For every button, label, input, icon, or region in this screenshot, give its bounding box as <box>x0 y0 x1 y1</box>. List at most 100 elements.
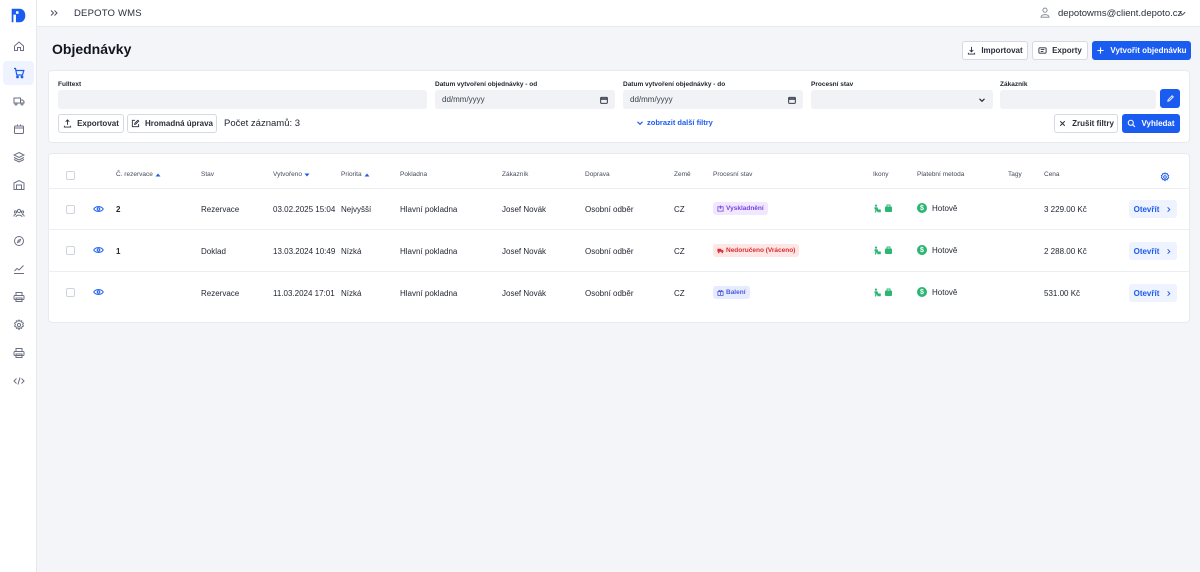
row-checkbox[interactable] <box>66 205 75 214</box>
calendar-icon[interactable] <box>788 96 796 104</box>
column-header-state-label: Stav <box>201 171 215 178</box>
person-carry-icon <box>874 246 881 255</box>
depoto-logo[interactable] <box>10 7 27 24</box>
gear-icon[interactable] <box>1160 172 1170 182</box>
bulk-edit-button-label: Hromadná úprava <box>144 119 214 128</box>
sidebar-item-print[interactable] <box>3 285 34 309</box>
payment-label: Hotově <box>932 203 958 213</box>
cell-price: 3 229.00 Kč <box>1044 205 1087 214</box>
eye-icon[interactable] <box>93 246 104 254</box>
column-header-reservation[interactable]: Č. rezervace <box>116 171 161 178</box>
cell-priority: Nejvyšší <box>341 205 372 214</box>
payment-label: Hotově <box>932 245 958 255</box>
cell-shipping: Osobní odběr <box>585 247 634 256</box>
layers-icon <box>12 151 25 163</box>
process-state-label: Vyskladnění <box>726 205 764 212</box>
sidebar-item-customers[interactable] <box>3 201 34 225</box>
row-icons <box>873 204 893 213</box>
process-state-label: Nedoručeno (Vráceno) <box>726 247 796 254</box>
process-state-label: Procesní stav <box>811 81 854 88</box>
sidebar-item-shipping[interactable] <box>3 89 34 113</box>
chevron-down-icon[interactable] <box>1178 9 1187 18</box>
orders-table <box>48 153 1190 323</box>
edit-customer-button[interactable] <box>1160 89 1180 108</box>
exports-button-label: Exporty <box>1052 46 1082 55</box>
cell-reservation: 2 <box>116 205 121 214</box>
chevron-right-icon <box>1167 248 1171 254</box>
chevron-right-icon <box>1167 206 1171 212</box>
sidebar-item-explore[interactable] <box>3 229 34 253</box>
process-state-badge: Vyskladnění <box>713 202 768 215</box>
cell-shipping: Osobní odběr <box>585 289 634 298</box>
bulk-edit-button[interactable]: Hromadná úprava <box>127 114 217 133</box>
printer-icon <box>13 348 24 358</box>
column-header-priority[interactable]: Priorita <box>341 171 370 178</box>
row-checkbox[interactable] <box>66 246 75 255</box>
more-filters-link[interactable]: zobrazit další filtry <box>636 118 713 127</box>
cell-customer: Josef Novák <box>502 205 547 214</box>
package-icon <box>885 204 892 212</box>
process-state-select[interactable] <box>811 90 993 109</box>
eye-icon[interactable] <box>93 205 104 213</box>
customer-input[interactable] <box>1000 90 1156 109</box>
cell-priority: Nízká <box>341 247 362 256</box>
cell-country: CZ <box>674 289 685 298</box>
cell-state: Doklad <box>201 247 226 256</box>
sidebar-item-stock[interactable] <box>3 145 34 169</box>
edit-square-icon <box>131 119 140 128</box>
open-order-button[interactable]: Otevřít <box>1129 200 1177 218</box>
create-order-button[interactable]: Vytvořit objednávku <box>1092 41 1191 60</box>
clear-filters-button[interactable]: Zrušit filtry <box>1054 114 1118 133</box>
exports-button[interactable]: Exporty <box>1032 41 1088 60</box>
open-order-button[interactable]: Otevřít <box>1129 284 1177 302</box>
eye-icon[interactable] <box>93 288 104 296</box>
sidebar-item-settings[interactable] <box>3 313 34 337</box>
open-order-label: Otevřít <box>1133 246 1160 256</box>
sidebar-item-home[interactable] <box>3 34 34 58</box>
column-header-tags-label: Tagy <box>1008 171 1022 178</box>
date-from-input[interactable]: dd/mm/yyyy <box>435 90 615 109</box>
payment-label: Hotově <box>932 287 958 297</box>
fulltext-input[interactable] <box>58 90 427 109</box>
import-button[interactable]: Importovat <box>962 41 1028 60</box>
cell-state: Rezervace <box>201 205 240 214</box>
process-state-label: Balení <box>726 289 746 296</box>
clear-filters-label: Zrušit filtry <box>1072 119 1114 128</box>
warehouse-icon <box>13 179 24 190</box>
printer-icon <box>13 292 24 302</box>
dollar-icon: $ <box>917 203 927 213</box>
user-email[interactable]: depotowms@client.depoto.cz <box>1058 8 1183 19</box>
cell-register: Hlavní pokladna <box>400 289 458 298</box>
cell-register: Hlavní pokladna <box>400 247 458 256</box>
date-to-label: Datum vytvoření objednávky - do <box>623 81 726 88</box>
compass-icon <box>13 236 24 246</box>
cell-customer: Josef Novák <box>502 247 547 256</box>
sidebar-item-developer[interactable] <box>3 369 34 393</box>
cell-reservation: 1 <box>116 247 121 256</box>
row-divider <box>48 271 1190 272</box>
export-button[interactable]: Exportovat <box>58 114 124 133</box>
column-header-created[interactable]: Vytvořeno <box>273 171 310 178</box>
topbar: DEPOTO WMS depotowms@client.depoto.cz <box>37 0 1200 27</box>
sidebar-item-orders[interactable] <box>3 61 34 85</box>
cell-register: Hlavní pokladna <box>400 205 458 214</box>
pencil-icon <box>1166 95 1174 102</box>
row-icons <box>873 288 893 297</box>
double-chevron-right-icon[interactable] <box>49 8 59 18</box>
date-to-input[interactable]: dd/mm/yyyy <box>623 90 803 109</box>
box-out-icon <box>717 205 724 212</box>
calendar-icon[interactable] <box>600 96 608 104</box>
sort-down-icon <box>304 173 310 176</box>
search-button[interactable]: Vyhledat <box>1122 114 1180 133</box>
person-carry-icon <box>874 288 881 297</box>
date-from-label: Datum vytvoření objednávky - od <box>435 81 538 88</box>
upload-icon <box>63 119 72 128</box>
column-header-customer: Zákazník <box>502 171 528 178</box>
row-checkbox[interactable] <box>66 288 75 297</box>
open-order-button[interactable]: Otevřít <box>1129 242 1177 260</box>
sidebar-item-warehouse[interactable] <box>3 173 34 197</box>
sidebar-item-printers[interactable] <box>3 341 34 365</box>
select-all-checkbox[interactable] <box>66 171 75 180</box>
sidebar-item-products[interactable] <box>3 117 34 141</box>
sidebar-item-reports[interactable] <box>3 257 34 281</box>
